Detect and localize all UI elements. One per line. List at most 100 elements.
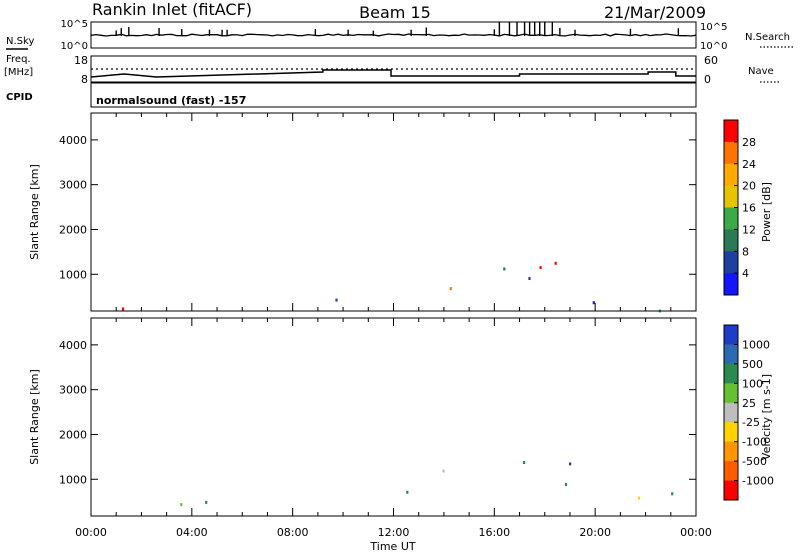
scatter-cell xyxy=(180,503,183,507)
beam-title: Beam 15 xyxy=(359,3,431,22)
station-title: Rankin Inlet (fitACF) xyxy=(92,0,252,19)
colorbar-tick-label: 25 xyxy=(742,397,756,410)
nave-tick-top: 60 xyxy=(704,54,718,67)
cpid-label: CPID xyxy=(6,92,33,103)
colorbar-segment xyxy=(724,163,738,187)
y-tick-label: 3000 xyxy=(59,179,87,192)
colorbar-segment xyxy=(724,402,738,423)
colorbar-tick-label: 8 xyxy=(742,245,749,258)
cpid-strip-frame xyxy=(90,82,697,108)
colorbar-segment xyxy=(724,383,738,404)
sky-tick-bottom: 10^0 xyxy=(61,41,88,52)
colorbar-segment xyxy=(724,251,738,274)
colorbar-tick-label: 28 xyxy=(742,136,756,149)
power-data xyxy=(121,261,661,313)
sky-spikes xyxy=(90,22,697,37)
colorbar-segment xyxy=(724,422,738,443)
scatter-cell xyxy=(671,492,674,496)
x-tick-label: 12:00 xyxy=(378,526,410,539)
cpid-text: normalsound (fast) -157 xyxy=(96,94,246,107)
scatter-cell xyxy=(503,267,506,271)
nsky-label: N.Sky xyxy=(6,36,34,47)
scatter-cell xyxy=(335,298,338,302)
x-tick-label: 04:00 xyxy=(176,526,208,539)
scatter-cell xyxy=(205,500,208,504)
colorbar-tick-label: -25 xyxy=(742,416,760,429)
power-panel: 1000 2000 3000 4000 Slant Range [km] xyxy=(28,112,697,313)
colorbar-segment xyxy=(724,344,738,365)
y-tick-label: 2000 xyxy=(59,223,87,236)
scatter-cell xyxy=(638,496,641,500)
colorbar-segment xyxy=(724,185,738,208)
y-tick-label: 1000 xyxy=(59,268,87,281)
scatter-cell xyxy=(528,277,531,280)
freq-tick-top: 18 xyxy=(74,54,88,67)
colorbar-tick-label: 500 xyxy=(742,358,763,371)
velocity-colorbar: 1000 500 100 25 -25 -100 -500 -1000 xyxy=(723,324,774,501)
x-tick-label: 00:00 xyxy=(680,526,712,539)
velocity-frame xyxy=(90,317,697,517)
sky-search-strip: N.Sky 10^5 10^0 10^5 10^0 N.Search xyxy=(6,19,793,52)
colorbar-segment xyxy=(724,363,738,384)
x-tick-label: 16:00 xyxy=(478,526,510,539)
power-colorbar: 28 24 20 16 12 8 4 xyxy=(723,119,756,296)
scatter-cell xyxy=(442,469,445,473)
scatter-cell xyxy=(564,483,568,486)
colorbar-segment xyxy=(724,441,738,462)
y-tick-label: 4000 xyxy=(59,134,87,147)
freq-label: Freq. xyxy=(6,54,31,65)
colorbar-segment xyxy=(724,141,738,165)
colorbar-tick-label: 1000 xyxy=(742,338,770,351)
scatter-cell xyxy=(449,287,452,291)
y-tick-label: 3000 xyxy=(59,384,87,397)
power-frame xyxy=(90,112,697,312)
search-tick-top: 10^5 xyxy=(700,22,727,33)
y-tick-label: 1000 xyxy=(59,473,87,486)
power-colorbar-label: Power [dB] xyxy=(760,182,773,242)
nsearch-label: N.Search xyxy=(745,32,790,43)
x-tick-label: 20:00 xyxy=(579,526,611,539)
colorbar-segment xyxy=(724,461,738,482)
colorbar-segment xyxy=(724,207,738,230)
freq-tick-bottom: 8 xyxy=(81,73,88,86)
colorbar-tick-label: -100 xyxy=(742,436,767,449)
velocity-panel: 1000 2000 3000 4000 Slant Range [km] xyxy=(28,317,697,517)
scatter-cell xyxy=(523,461,526,464)
search-tick-bottom: 10^0 xyxy=(700,41,727,52)
freq-unit-label: [MHz] xyxy=(4,67,33,78)
colorbar-tick-label: 4 xyxy=(742,267,749,280)
nave-label: Nave xyxy=(748,66,774,77)
colorbar-segment xyxy=(724,273,738,296)
colorbar-tick-label: -1000 xyxy=(742,475,774,488)
scatter-cell xyxy=(121,307,125,311)
velocity-data xyxy=(180,461,674,507)
colorbar-segment xyxy=(724,325,738,345)
colorbar-tick-label: 20 xyxy=(742,180,756,193)
colorbar-tick-label: 100 xyxy=(742,377,763,390)
colorbar-segment xyxy=(724,120,738,143)
power-ylabel: Slant Range [km] xyxy=(28,164,41,260)
date-title: 21/Mar/2009 xyxy=(604,3,706,22)
xlabel: Time UT xyxy=(369,540,415,553)
y-tick-label: 4000 xyxy=(59,339,87,352)
scatter-cell xyxy=(569,462,572,466)
colorbar-tick-label: -500 xyxy=(742,455,767,468)
time-axis-labels: 00:00 04:00 08:00 12:00 16:00 20:00 00:00 xyxy=(75,526,712,539)
x-tick-label: 00:00 xyxy=(75,526,107,539)
scatter-cell xyxy=(406,490,409,494)
colorbar-segment xyxy=(724,480,738,501)
scatter-cell xyxy=(592,301,595,305)
scatter-cell xyxy=(539,266,542,270)
nave-tick-bottom: 0 xyxy=(704,73,711,86)
scatter-cell xyxy=(554,261,557,265)
colorbar-tick-label: 24 xyxy=(742,158,756,171)
velocity-colorbar-label: Velocity [m s-1] xyxy=(760,374,773,460)
y-tick-label: 2000 xyxy=(59,428,87,441)
x-tick-label: 08:00 xyxy=(277,526,309,539)
sky-tick-top: 10^5 xyxy=(61,19,88,30)
colorbar-tick-label: 12 xyxy=(742,223,756,236)
colorbar-tick-label: 16 xyxy=(742,202,756,215)
velocity-ylabel: Slant Range [km] xyxy=(28,369,41,465)
freq-nave-strip: Freq. [MHz] 18 8 60 0 Nave CPID normalso… xyxy=(4,54,780,108)
